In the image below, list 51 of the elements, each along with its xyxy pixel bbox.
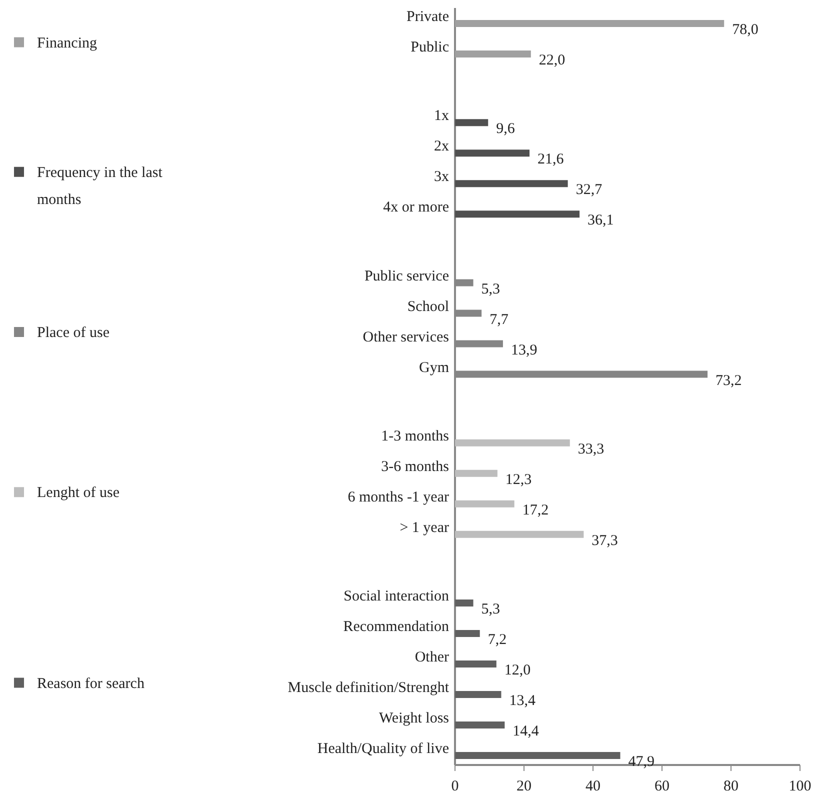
- y-tick-label: Weight loss: [378, 710, 450, 726]
- y-tick-label: 1x: [434, 108, 450, 124]
- data-label: 5,3: [481, 281, 500, 298]
- data-label: 78,0: [732, 22, 758, 38]
- x-tick-label: 40: [586, 778, 600, 794]
- x-tick-label: 80: [724, 778, 738, 794]
- data-label: 73,2: [716, 372, 742, 389]
- data-label: 32,7: [576, 182, 603, 198]
- data-label: 36,1: [588, 212, 614, 229]
- y-tick-label: School: [407, 298, 449, 315]
- x-tick-label: 0: [451, 778, 459, 794]
- x-tick-label: 20: [516, 778, 532, 794]
- data-label: 13,9: [510, 342, 538, 358]
- legend-label: Place of use: [37, 325, 110, 341]
- y-tick-label: Other services: [362, 329, 450, 346]
- data-label: 47,9: [628, 754, 655, 770]
- y-tick-label: Recommendation: [343, 619, 450, 635]
- data-label: 14,4: [512, 724, 540, 740]
- data-label: 12,3: [505, 472, 532, 488]
- y-tick-label: Public service: [364, 268, 450, 284]
- data-label: 9,6: [496, 121, 516, 138]
- legend-label: Reason for search: [37, 676, 145, 692]
- legend-label: Financing: [37, 35, 98, 52]
- data-label: 21,6: [538, 152, 564, 168]
- y-tick-label: Other: [414, 650, 449, 666]
- data-label: 13,4: [509, 693, 536, 709]
- data-label: 22,0: [538, 52, 566, 68]
- y-tick-label: Public: [410, 40, 450, 56]
- data-label: 33,3: [578, 441, 604, 458]
- y-tick-label: > 1 year: [400, 520, 449, 536]
- y-tick-label: 4x or more: [383, 200, 450, 216]
- y-tick-label: Gym: [419, 360, 450, 376]
- y-tick-label: 1-3 months: [381, 428, 450, 444]
- x-tick-label: 60: [654, 778, 670, 794]
- data-label: 12,0: [504, 662, 531, 678]
- legend-label: Lenght of use: [37, 485, 120, 502]
- y-tick-label: Health/Quality of live: [317, 741, 450, 757]
- y-tick-label: 3-6 months: [381, 458, 450, 475]
- y-tick-label: Social interaction: [344, 588, 450, 604]
- y-tick-label: Muscle definition/Strenght: [288, 680, 450, 696]
- data-label: 37,3: [592, 532, 618, 549]
- data-label: 5,3: [481, 602, 500, 618]
- x-tick-label: 100: [788, 778, 812, 794]
- legend-label: Frequency in the last months: [37, 164, 164, 208]
- y-tick-label: 2x: [434, 138, 450, 155]
- y-tick-label: 6 months -1 year: [348, 489, 449, 506]
- y-tick-label: Private: [406, 9, 450, 25]
- data-label: 17,2: [522, 502, 549, 518]
- y-tick-label: 3x: [434, 169, 450, 186]
- data-label: 7,2: [488, 632, 507, 648]
- data-label: 7,7: [490, 312, 509, 328]
